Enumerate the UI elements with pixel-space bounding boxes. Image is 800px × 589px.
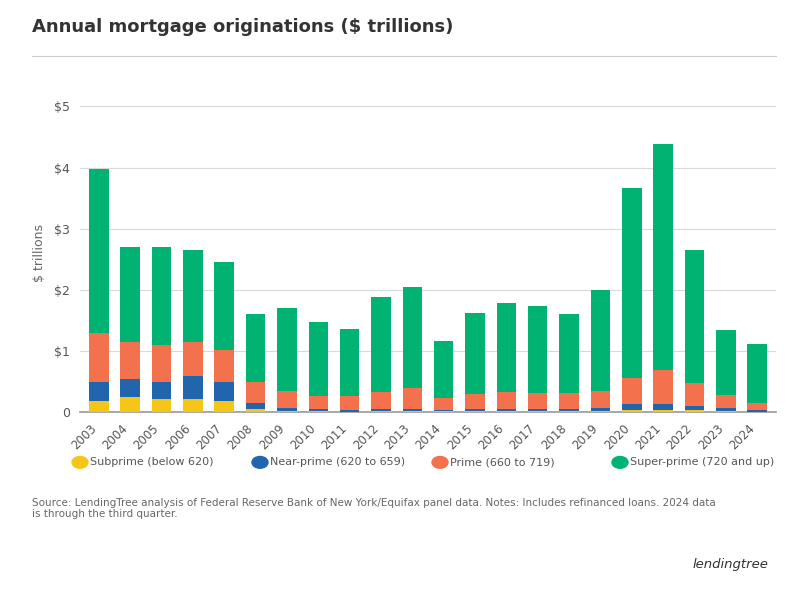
Bar — [277, 391, 297, 408]
Bar — [528, 306, 547, 393]
Bar — [434, 398, 454, 410]
Bar — [152, 399, 171, 412]
Bar — [654, 370, 673, 403]
Bar — [528, 411, 547, 412]
Bar — [121, 247, 140, 342]
Bar — [685, 383, 704, 406]
Bar — [497, 409, 516, 411]
Text: Super-prime (720 and up): Super-prime (720 and up) — [630, 458, 774, 467]
Bar — [371, 409, 390, 411]
Bar — [590, 408, 610, 411]
Bar — [622, 410, 642, 412]
Bar — [685, 406, 704, 411]
Bar — [152, 345, 171, 382]
Bar — [716, 395, 735, 408]
Bar — [466, 409, 485, 411]
Bar — [277, 308, 297, 391]
Bar — [402, 287, 422, 388]
Bar — [590, 411, 610, 412]
Bar — [371, 411, 390, 412]
Bar — [214, 263, 234, 350]
Bar — [89, 169, 109, 333]
Bar — [654, 403, 673, 410]
Y-axis label: $ trillions: $ trillions — [33, 224, 46, 282]
Text: Near-prime (620 to 659): Near-prime (620 to 659) — [270, 458, 405, 467]
Text: Subprime (below 620): Subprime (below 620) — [90, 458, 213, 467]
Bar — [214, 382, 234, 401]
Bar — [277, 408, 297, 411]
Bar — [559, 409, 578, 411]
Bar — [466, 411, 485, 412]
Bar — [152, 247, 171, 345]
Text: lendingtree: lendingtree — [692, 558, 768, 571]
Bar — [497, 392, 516, 409]
Bar — [622, 378, 642, 403]
Bar — [309, 396, 328, 409]
Bar — [716, 330, 735, 395]
Bar — [183, 250, 202, 342]
Bar — [747, 410, 767, 412]
Bar — [214, 401, 234, 412]
Bar — [246, 403, 266, 409]
Bar — [559, 315, 578, 393]
Bar — [654, 144, 673, 370]
Bar — [152, 382, 171, 399]
Bar — [716, 411, 735, 412]
Bar — [121, 379, 140, 397]
Bar — [402, 411, 422, 412]
Bar — [528, 393, 547, 409]
Bar — [371, 297, 390, 392]
Bar — [466, 394, 485, 409]
Bar — [497, 411, 516, 412]
Bar — [747, 402, 767, 410]
Bar — [559, 393, 578, 409]
Text: Annual mortgage originations ($ trillions): Annual mortgage originations ($ trillion… — [32, 18, 454, 36]
Bar — [466, 313, 485, 394]
Bar — [89, 382, 109, 401]
Bar — [246, 315, 266, 382]
Bar — [590, 290, 610, 391]
Bar — [622, 403, 642, 410]
Bar — [434, 410, 454, 411]
Bar — [214, 350, 234, 382]
Bar — [340, 410, 359, 412]
Bar — [246, 409, 266, 412]
Bar — [716, 408, 735, 411]
Bar — [309, 411, 328, 412]
Bar — [183, 342, 202, 376]
Bar — [747, 345, 767, 402]
Bar — [685, 411, 704, 412]
Bar — [497, 303, 516, 392]
Bar — [402, 388, 422, 409]
Bar — [89, 333, 109, 382]
Bar — [277, 411, 297, 412]
Bar — [121, 342, 140, 379]
Bar — [309, 409, 328, 411]
Bar — [371, 392, 390, 409]
Bar — [121, 397, 140, 412]
Text: Prime (660 to 719): Prime (660 to 719) — [450, 458, 554, 467]
Bar — [89, 401, 109, 412]
Bar — [246, 382, 266, 403]
Bar — [402, 409, 422, 411]
Bar — [685, 250, 704, 383]
Bar — [559, 411, 578, 412]
Bar — [183, 399, 202, 412]
Bar — [654, 410, 673, 412]
Bar — [622, 188, 642, 378]
Bar — [340, 396, 359, 410]
Bar — [528, 409, 547, 411]
Bar — [590, 391, 610, 408]
Bar — [434, 411, 454, 412]
Bar — [434, 342, 454, 398]
Bar — [340, 329, 359, 396]
Bar — [309, 322, 328, 396]
Text: Source: LendingTree analysis of Federal Reserve Bank of New York/Equifax panel d: Source: LendingTree analysis of Federal … — [32, 498, 716, 519]
Bar — [183, 376, 202, 399]
